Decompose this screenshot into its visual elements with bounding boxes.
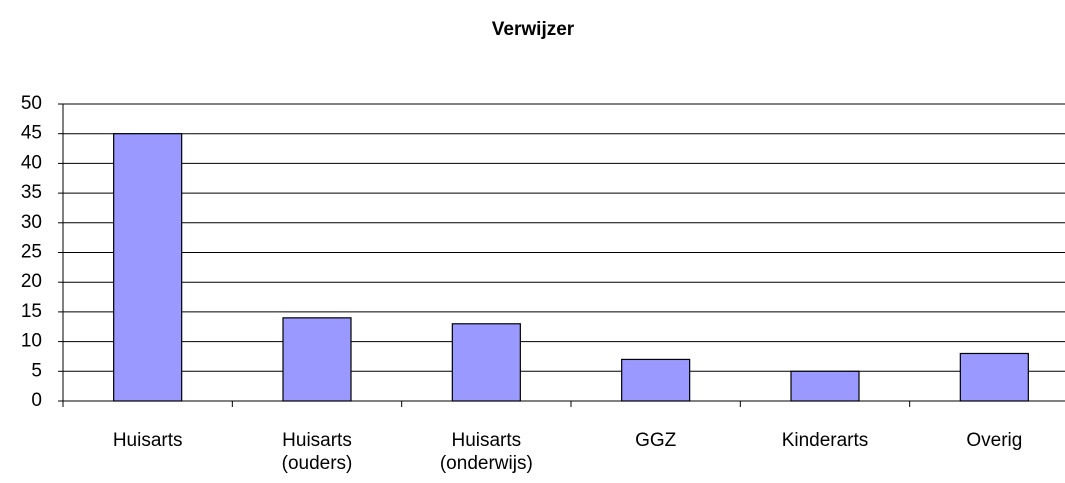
x-tick-label: Huisarts — [282, 430, 352, 451]
y-tick-label: 25 — [21, 242, 42, 263]
chart-title: Verwijzer — [492, 19, 575, 40]
x-tick-label: GGZ — [635, 430, 677, 451]
bar — [113, 133, 183, 402]
y-tick-label: 0 — [31, 390, 42, 411]
x-tick-label: Huisarts — [451, 430, 521, 451]
y-tick-label: 10 — [21, 331, 42, 352]
y-tick-label: 45 — [21, 123, 42, 144]
x-tick-label: (ouders) — [282, 453, 353, 474]
x-tick-label: Overig — [966, 430, 1022, 451]
bar — [959, 352, 1029, 402]
x-tick-label: Huisarts — [113, 430, 183, 451]
y-tick-label: 50 — [21, 93, 42, 114]
y-tick-label: 5 — [31, 360, 42, 381]
y-tick-label: 30 — [21, 212, 42, 233]
x-tick-label: Kinderarts — [782, 430, 869, 451]
bar — [451, 323, 521, 402]
bar — [621, 358, 691, 402]
x-tick-label: (onderwijs) — [440, 453, 533, 474]
y-tick-label: 35 — [21, 182, 42, 203]
bar — [790, 370, 860, 402]
y-tick-label: 40 — [21, 152, 42, 173]
y-tick-label: 20 — [21, 271, 42, 292]
bar — [282, 317, 352, 402]
y-tick-label: 15 — [21, 301, 42, 322]
